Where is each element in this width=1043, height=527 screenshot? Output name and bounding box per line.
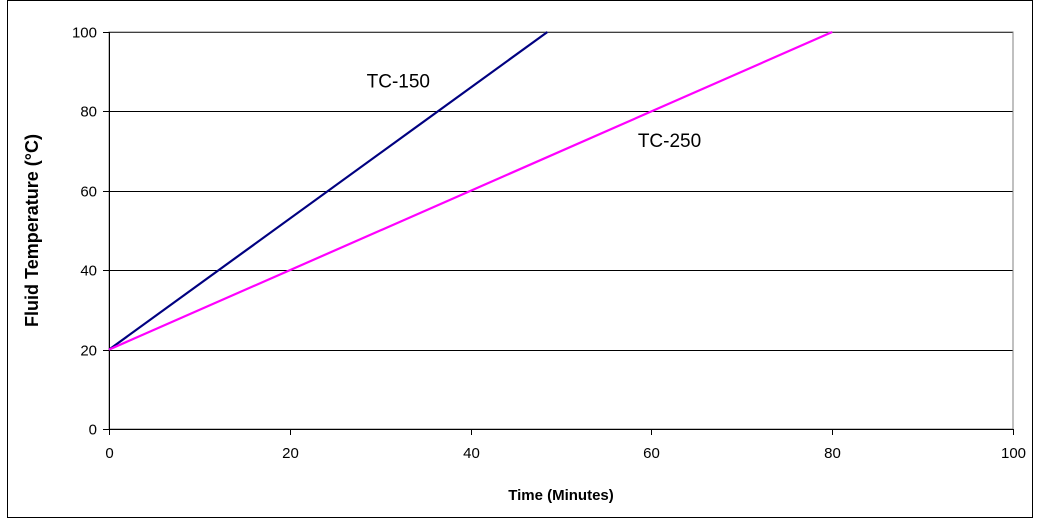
tick-labels: 0 20 40 60 80 100 0 20 40 60 80 100 [72,25,1026,463]
x-tick-label-0: 0 [105,445,113,462]
y-tick-label-40: 40 [80,263,97,280]
y-tick-label-80: 80 [80,104,97,121]
x-tick-label-40: 40 [463,445,480,462]
y-tick-label-0: 0 [89,422,97,439]
series-line-tc-150 [108,31,549,351]
y-axis-title: Fluid Temperature (°C) [22,134,42,327]
y-tick-label-60: 60 [80,184,97,201]
gridlines [109,32,1013,351]
series-label-tc-150: TC-150 [367,72,430,93]
y-tick-label-20: 20 [80,343,97,360]
series-lines [108,30,833,351]
series-line-tc-250 [108,30,833,351]
x-tick-label-20: 20 [282,445,299,462]
series-label-tc-250: TC-250 [638,131,701,152]
x-tick-label-100: 100 [1001,445,1026,462]
y-tick-label-100: 100 [72,25,97,42]
chart-frame [7,0,1033,518]
axes [103,32,1014,435]
x-tick-label-80: 80 [824,445,841,462]
series-labels: TC-150 TC-250 [367,72,702,153]
x-axis-title: Time (Minutes) [508,487,614,504]
plot-area [108,31,1014,430]
x-tick-label-60: 60 [643,445,660,462]
